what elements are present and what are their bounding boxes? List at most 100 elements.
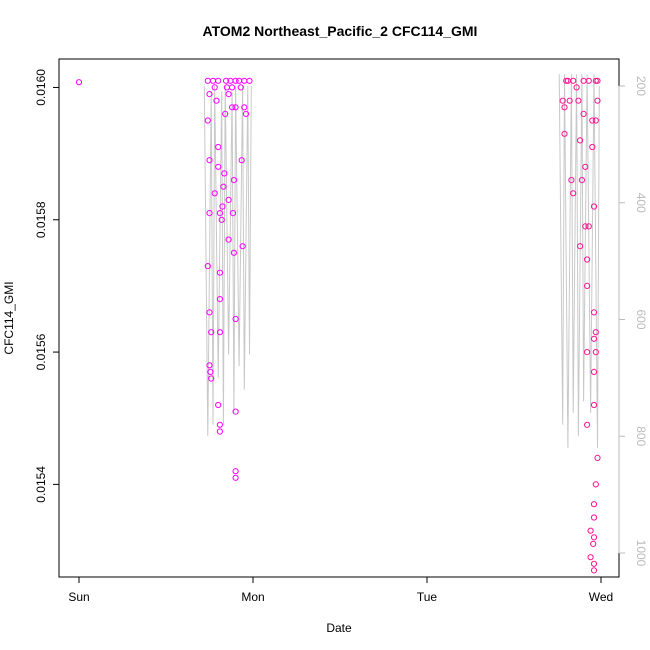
data-point (590, 335, 598, 342)
data-point (225, 91, 232, 98)
data-point (594, 77, 601, 84)
data-point (229, 104, 236, 111)
data-point (232, 77, 239, 84)
data-point (561, 130, 568, 137)
data-point (241, 77, 248, 84)
data-point (590, 203, 598, 210)
data-point (566, 97, 573, 104)
y-tick-label: 0.0156 (34, 333, 48, 370)
data-point (216, 428, 223, 435)
pressure-line-segment (203, 85, 252, 437)
data-point (211, 190, 218, 197)
y-tick-label: 0.0160 (34, 69, 48, 106)
data-point (585, 77, 592, 84)
data-point (589, 143, 596, 151)
data-point (206, 362, 213, 369)
data-point (232, 408, 239, 415)
data-point (206, 210, 213, 217)
y-axis: 0.0154 0.0156 0.0158 0.0160 (34, 69, 59, 503)
data-point (221, 170, 228, 177)
plot-frame (58, 58, 620, 578)
data-point (230, 177, 237, 184)
data-point (577, 243, 584, 250)
data-point (220, 183, 227, 190)
data-point (208, 375, 215, 382)
y-right-tick-label: 200 (634, 76, 648, 96)
y-right-tick-label: 800 (634, 426, 648, 446)
data-point (216, 421, 223, 428)
data-point (75, 79, 83, 86)
data-point (216, 210, 223, 217)
data-point (215, 401, 222, 409)
pressure-line-segment (558, 74, 600, 448)
y-right-tick-label: 400 (634, 193, 648, 213)
data-point (570, 190, 577, 197)
data-point (206, 309, 213, 316)
y-axis-label: CFC114_GMI (2, 281, 16, 354)
data-point (592, 117, 599, 124)
data-point (568, 177, 575, 184)
data-point (232, 468, 239, 475)
data-point (215, 143, 222, 151)
data-point (584, 349, 591, 356)
y-axis-right: 200 400 600 800 1000 (618, 76, 648, 567)
data-point (587, 554, 594, 561)
data-point (219, 203, 226, 210)
x-axis-label: Date (326, 621, 352, 635)
data-point (587, 527, 594, 534)
data-point (561, 104, 568, 111)
data-point (590, 368, 598, 375)
data-point (580, 110, 587, 118)
data-point (209, 77, 217, 84)
data-point (216, 296, 223, 303)
data-point (229, 84, 236, 91)
x-tick-label: Wed (589, 590, 613, 604)
data-point (589, 117, 596, 124)
data-point (582, 223, 589, 230)
data-point (575, 97, 582, 104)
data-point (222, 110, 229, 118)
data-point (590, 560, 598, 567)
data-point (239, 243, 246, 250)
data-point (232, 315, 239, 323)
x-tick-label: Mon (241, 590, 264, 604)
x-axis: Sun Mon Tue Wed (68, 577, 613, 604)
data-point (573, 84, 580, 91)
data-point (204, 117, 211, 124)
data-point (563, 77, 570, 84)
data-point (577, 137, 584, 144)
data-point (207, 368, 214, 375)
data-point (225, 196, 232, 203)
data-point (584, 282, 591, 289)
data-point (570, 77, 577, 84)
y-tick-label: 0.0158 (34, 201, 48, 238)
data-point (216, 329, 223, 336)
data-point (213, 97, 220, 104)
data-point (578, 177, 586, 184)
data-point (590, 567, 598, 574)
data-point (225, 236, 232, 243)
data-point (215, 77, 222, 84)
data-point (222, 77, 230, 84)
data-point (559, 97, 566, 104)
data-point (218, 216, 225, 223)
data-point (237, 84, 244, 91)
data-point (590, 401, 598, 409)
data-point (229, 210, 237, 217)
data-point (204, 77, 211, 84)
data-point (590, 534, 598, 541)
data-point (592, 329, 599, 336)
data-points (75, 77, 601, 574)
data-point (592, 77, 599, 84)
data-point (585, 223, 592, 230)
pressure-lines (203, 74, 600, 448)
data-point (206, 157, 213, 164)
data-point (242, 110, 250, 118)
data-point (204, 263, 211, 270)
data-point (236, 77, 243, 84)
data-point (592, 481, 599, 488)
y-right-tick-label: 600 (634, 309, 648, 329)
data-point (216, 269, 223, 276)
data-point (590, 540, 597, 548)
